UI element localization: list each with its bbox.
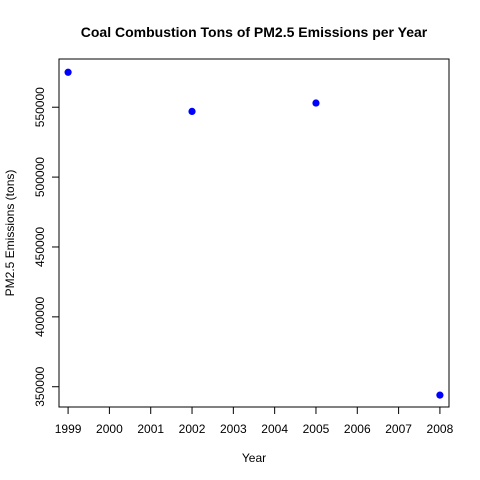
- data-point-2005: [312, 99, 320, 107]
- x-tick-label: 2007: [385, 422, 412, 436]
- y-tick-label: 550000: [33, 87, 47, 127]
- x-tick-label: 2008: [427, 422, 454, 436]
- x-tick-label: 1999: [55, 422, 82, 436]
- x-tick-label: 2002: [179, 422, 206, 436]
- x-axis: 1999 2000 2001 2002 2003 2004 2005 2006 2007 2008: [55, 406, 454, 436]
- y-tick-label: 400000: [33, 297, 47, 337]
- x-tick-label: 2000: [96, 422, 123, 436]
- x-axis-label: Year: [242, 451, 266, 465]
- y-tick-label: 500000: [33, 157, 47, 197]
- x-tick-label: 2006: [344, 422, 371, 436]
- x-tick-label: 2001: [137, 422, 164, 436]
- y-tick-label: 450000: [33, 227, 47, 267]
- y-axis-label: PM2.5 Emissions (tons): [3, 170, 17, 297]
- data-point-1999: [64, 68, 72, 76]
- y-tick-label: 350000: [33, 366, 47, 406]
- chart-title: Coal Combustion Tons of PM2.5 Emissions …: [81, 24, 428, 40]
- y-axis: 350000 400000 450000 500000 550000: [33, 87, 60, 407]
- x-tick-label: 2004: [261, 422, 288, 436]
- x-tick-label: 2003: [220, 422, 247, 436]
- x-tick-label: 2005: [303, 422, 330, 436]
- data-points: [64, 68, 444, 399]
- data-point-2008: [436, 391, 444, 399]
- data-point-2002: [188, 107, 196, 116]
